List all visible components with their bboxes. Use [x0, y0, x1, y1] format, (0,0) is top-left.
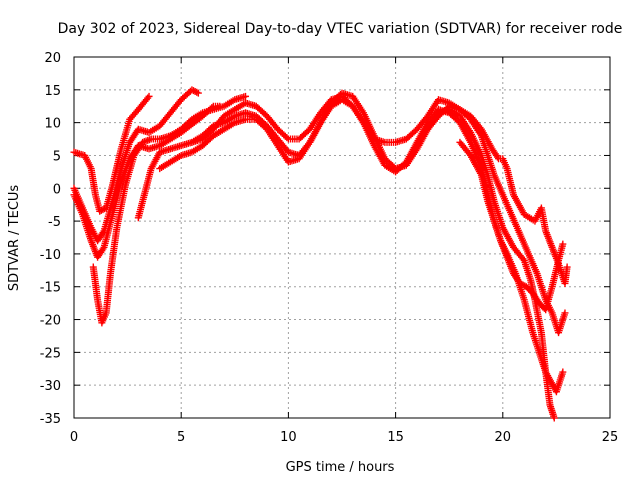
y-tick-label: -10: [40, 248, 61, 263]
data-point: [193, 88, 201, 96]
y-tick-label: -15: [40, 281, 61, 296]
data-point: [559, 240, 567, 248]
y-tick-label: -5: [48, 215, 61, 230]
x-tick-label: 15: [387, 430, 404, 445]
x-tick-label: 0: [70, 430, 78, 445]
data-point: [563, 263, 571, 271]
data-point: [550, 414, 558, 422]
y-tick-label: 10: [44, 117, 61, 132]
y-tick-label: -20: [40, 314, 61, 329]
y-tick-labels: -35 -30 -25 -20 -15 -10 -5 0 5 10 15 20: [40, 51, 61, 427]
data-point: [145, 92, 153, 100]
y-axis-title: SDTVAR / TECUs: [7, 185, 22, 292]
chart-title: Day 302 of 2023, Sidereal Day-to-day VTE…: [58, 21, 623, 37]
y-tick-label: -35: [40, 412, 61, 427]
x-tick-label: 10: [280, 430, 297, 445]
x-tick-labels: 0 5 10 15 20 25: [70, 430, 618, 445]
data-point: [283, 134, 291, 142]
x-tick-label: 5: [177, 430, 185, 445]
data-points: [70, 86, 571, 422]
plot-frame: [73, 56, 611, 419]
data-point: [559, 368, 567, 376]
y-tick-label: -30: [40, 379, 61, 394]
data-point: [194, 89, 202, 97]
y-tick-label: -25: [40, 346, 61, 361]
y-tick-label: 0: [53, 182, 61, 197]
y-tick-label: 5: [53, 149, 61, 164]
grid-lines: [74, 57, 610, 418]
data-point: [561, 309, 569, 317]
tick-marks: [73, 56, 611, 419]
x-tick-label: 20: [495, 430, 512, 445]
x-tick-label: 25: [602, 430, 619, 445]
data-point: [191, 87, 199, 95]
data-point: [242, 92, 250, 100]
y-tick-label: 20: [44, 51, 61, 66]
y-tick-label: 15: [44, 84, 61, 99]
x-axis-title: GPS time / hours: [286, 460, 395, 475]
